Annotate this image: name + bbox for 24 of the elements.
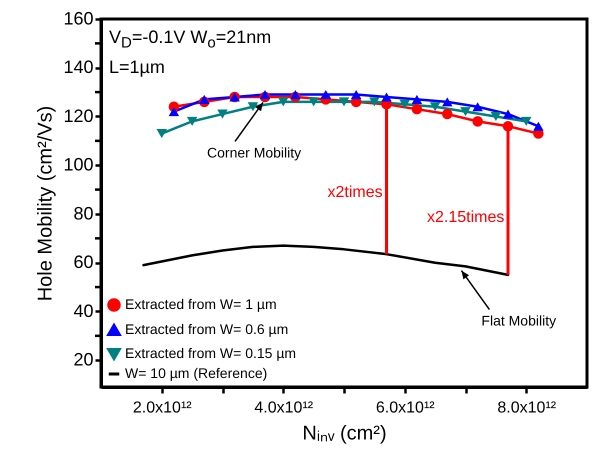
x-axis-title: Nᵢₙᵥ (cm²) bbox=[302, 422, 387, 444]
y-tick-label: 140 bbox=[63, 57, 94, 78]
legend-label: W= 10 µm (Reference) bbox=[125, 365, 268, 381]
y-tick-label: 20 bbox=[73, 350, 94, 370]
x-tick-label: 2.0x10¹² bbox=[132, 400, 192, 416]
annotation: x2.15times bbox=[427, 208, 504, 227]
x-tick-label: 8.0x10¹² bbox=[497, 400, 557, 416]
y-tick-label: 40 bbox=[73, 300, 94, 321]
annotation: V$_{D}$=-0.1V W$_{o}$=21nm bbox=[109, 27, 272, 52]
y-axis-title: Hole Mobility (cm²/Vs) bbox=[34, 106, 56, 302]
legend-label: Extracted from W= 0.6 µm bbox=[125, 321, 288, 337]
y-tick-label: 160 bbox=[63, 8, 94, 28]
y-tick-label: 60 bbox=[73, 252, 94, 272]
x-tick-label: 4.0x10¹² bbox=[254, 400, 314, 416]
y-tick-label: 80 bbox=[73, 203, 94, 224]
y-tick-label: 120 bbox=[63, 106, 94, 126]
x-tick-label: 6.0x10¹² bbox=[376, 400, 436, 416]
legend-label: Extracted from W= 0.15 µm bbox=[125, 345, 296, 361]
legend-label: Extracted from W= 1 µm bbox=[125, 296, 277, 312]
annotation: L=1µm bbox=[109, 57, 165, 78]
annotation: x2times bbox=[328, 184, 383, 202]
annotation: Flat Mobility bbox=[481, 312, 556, 329]
annotation: Corner Mobility bbox=[207, 144, 302, 160]
y-tick-label: 100 bbox=[63, 154, 94, 175]
